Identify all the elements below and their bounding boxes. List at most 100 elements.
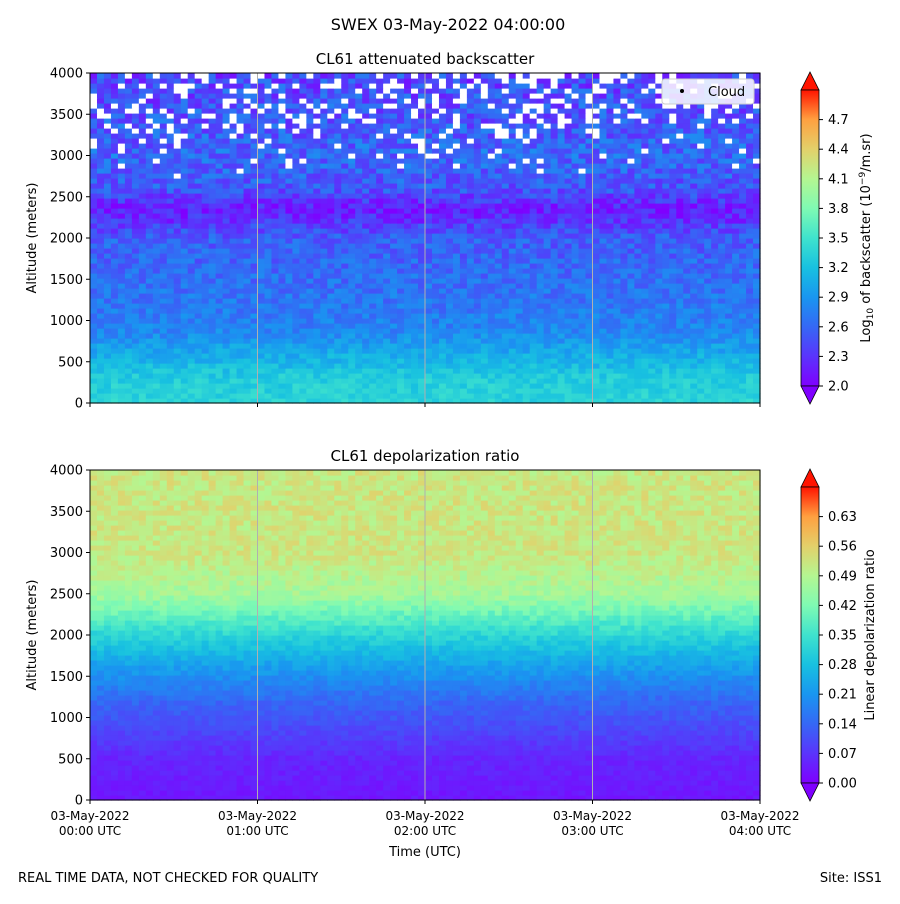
heatmap-cell <box>229 288 238 294</box>
heatmap-cell <box>543 393 552 399</box>
heatmap-cell <box>236 323 245 329</box>
heatmap-cell <box>243 318 252 324</box>
heatmap-cell <box>564 188 573 194</box>
heatmap-cell <box>264 318 273 324</box>
heatmap-cell <box>341 263 349 269</box>
heatmap-cell <box>669 243 677 249</box>
heatmap-cell <box>557 318 566 324</box>
heatmap-cell <box>404 198 412 204</box>
heatmap-cell <box>90 228 98 234</box>
heatmap-cell <box>690 238 698 244</box>
heatmap-cell <box>264 263 273 269</box>
heatmap-cell <box>131 228 140 234</box>
heatmap-cell <box>341 388 349 394</box>
heatmap-cell <box>683 238 691 244</box>
heatmap-cell <box>320 233 328 239</box>
heatmap-cell <box>648 308 656 314</box>
heatmap-cell <box>669 393 677 399</box>
heatmap-cell <box>564 363 573 369</box>
heatmap-cell <box>522 238 531 244</box>
heatmap-cell <box>557 208 566 214</box>
heatmap-cell <box>117 143 126 149</box>
heatmap-cell <box>124 163 133 169</box>
heatmap-cell <box>229 243 238 249</box>
heatmap-cell <box>641 253 649 259</box>
heatmap-cell <box>550 193 559 199</box>
heatmap-cell <box>641 213 649 219</box>
heatmap-cell <box>732 268 740 274</box>
heatmap-cell <box>648 178 656 184</box>
heatmap-cell <box>718 353 726 359</box>
heatmap-cell <box>662 388 670 394</box>
heatmap-cell <box>704 198 712 204</box>
heatmap-cell <box>718 233 726 239</box>
heatmap-cell <box>655 368 663 374</box>
heatmap-cell <box>222 323 231 329</box>
heatmap-cell <box>327 178 335 184</box>
heatmap-cell <box>445 158 454 164</box>
heatmap-cell <box>229 323 238 329</box>
heatmap-cell <box>725 303 733 309</box>
heatmap-cell <box>613 158 622 164</box>
heatmap-cell <box>327 303 335 309</box>
heatmap-cell <box>278 153 287 159</box>
heatmap-cell <box>152 358 161 364</box>
heatmap-cell <box>166 263 175 269</box>
heatmap-cell <box>557 368 566 374</box>
heatmap-cell <box>131 143 140 149</box>
heatmap-cell <box>445 353 454 359</box>
heatmap-cell <box>180 358 189 364</box>
heatmap-cell <box>159 343 168 349</box>
heatmap-cell <box>320 313 328 319</box>
heatmap-cell <box>466 158 475 164</box>
heatmap-cell <box>208 318 217 324</box>
heatmap-cell <box>299 333 307 339</box>
heatmap-cell <box>369 253 377 259</box>
heatmap-cell <box>264 148 273 154</box>
heatmap-cell <box>431 303 440 309</box>
heatmap-cell <box>187 153 196 159</box>
heatmap-cell <box>96 258 105 264</box>
heatmap-cell <box>585 278 594 284</box>
heatmap-cell <box>173 273 182 279</box>
heatmap-cell <box>180 293 189 299</box>
heatmap-cell <box>96 163 105 169</box>
heatmap-cell <box>592 353 601 359</box>
heatmap-cell <box>117 223 126 229</box>
heatmap-cell <box>606 308 615 314</box>
heatmap-cell <box>648 228 656 234</box>
heatmap-cell <box>522 288 531 294</box>
heatmap-cell <box>369 293 377 299</box>
heatmap-cell <box>445 183 454 189</box>
heatmap-cell <box>124 283 133 289</box>
heatmap-cell <box>145 288 154 294</box>
heatmap-cell <box>634 213 642 219</box>
heatmap-cell <box>208 148 217 154</box>
heatmap-cell <box>334 168 342 174</box>
heatmap-cell <box>697 323 705 329</box>
heatmap-cell <box>313 143 321 149</box>
heatmap-cell <box>550 338 559 344</box>
heatmap-cell <box>236 278 245 284</box>
heatmap-cell <box>557 288 566 294</box>
heatmap-cell <box>592 248 601 254</box>
heatmap-cell <box>529 268 538 274</box>
heatmap-cell <box>103 383 112 389</box>
heatmap-cell <box>180 248 189 254</box>
heatmap-cell <box>425 358 433 364</box>
heatmap-cell <box>355 248 363 254</box>
heatmap-cell <box>257 318 266 324</box>
heatmap-cell <box>515 153 524 159</box>
heatmap-cell <box>648 158 656 164</box>
heatmap-cell <box>613 318 622 324</box>
heatmap-cell <box>355 198 363 204</box>
heatmap-cell <box>529 318 538 324</box>
heatmap-cell <box>711 248 719 254</box>
heatmap-cell <box>431 288 440 294</box>
heatmap-cell <box>341 158 349 164</box>
heatmap-cell <box>236 213 245 219</box>
heatmap-cell <box>473 158 482 164</box>
heatmap-cell <box>208 273 217 279</box>
heatmap-cell <box>397 228 405 234</box>
heatmap-cell <box>627 223 635 229</box>
